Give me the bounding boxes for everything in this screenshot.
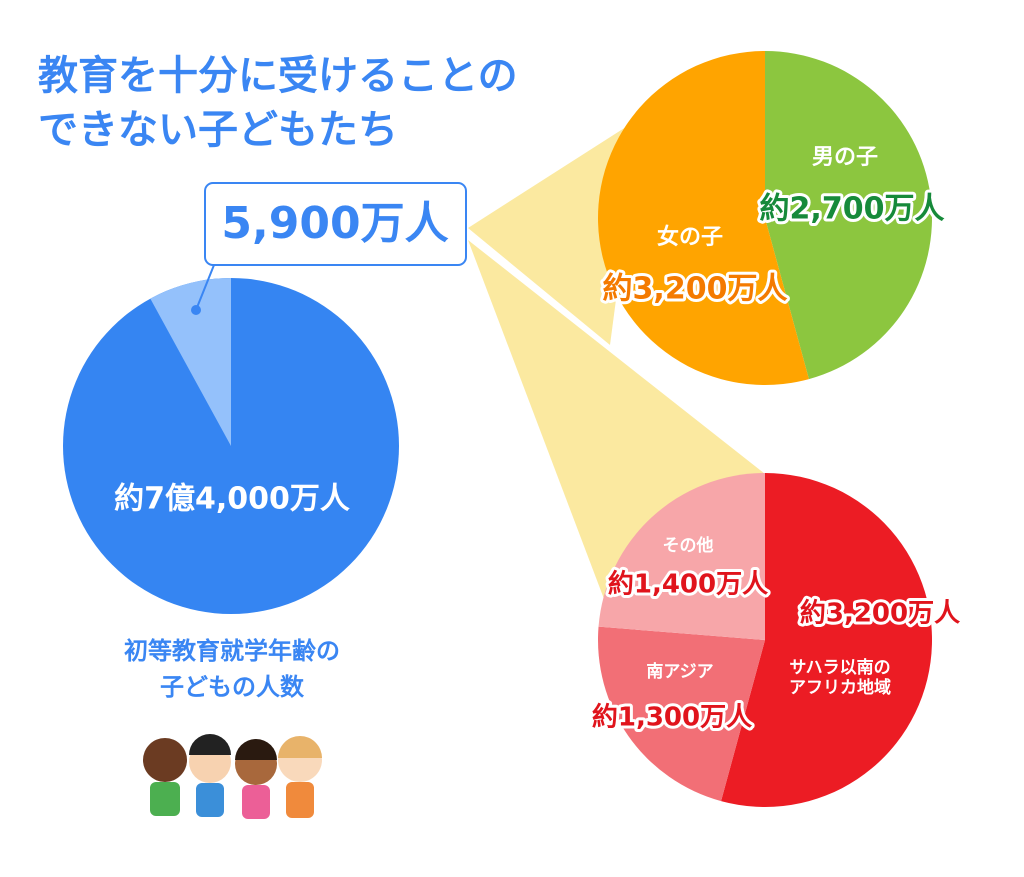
slice-name: サハラ以南のアフリカ地域 — [789, 657, 891, 698]
total-label: 約7億4,000万人 — [114, 482, 350, 517]
title-line: 教育を十分に受けることの — [38, 53, 518, 99]
title-line: できない子どもたち — [38, 107, 398, 153]
slice-name: その他 — [663, 535, 714, 556]
slice-value: 約1,300万人 — [592, 702, 752, 733]
slice-name: 南アジア — [646, 661, 713, 682]
slice-name: 男の子 — [812, 145, 878, 170]
callout-box — [204, 182, 467, 266]
callout-pointer — [195, 264, 215, 311]
slice-value: 約3,200万人 — [800, 598, 960, 629]
pie-slice — [598, 626, 765, 802]
callout-dot — [191, 305, 201, 315]
pie-slice — [598, 473, 765, 640]
caption: 初等教育就学年齢の — [124, 637, 340, 665]
pie-slice — [598, 51, 809, 385]
caption: 子どもの人数 — [160, 673, 305, 701]
callout-label: 5,900万人 — [221, 198, 448, 249]
slice-value: 約3,200万人 — [603, 272, 788, 307]
pie-slice — [765, 51, 933, 380]
slice-value: 約2,700万人 — [760, 192, 945, 227]
slice-value: 約1,400万人 — [608, 569, 768, 600]
pie-slice — [721, 473, 933, 807]
slice-name: 女の子 — [657, 224, 723, 250]
children-illustration — [143, 734, 322, 819]
zoom-connector — [468, 118, 640, 345]
pie-slice — [150, 278, 231, 446]
